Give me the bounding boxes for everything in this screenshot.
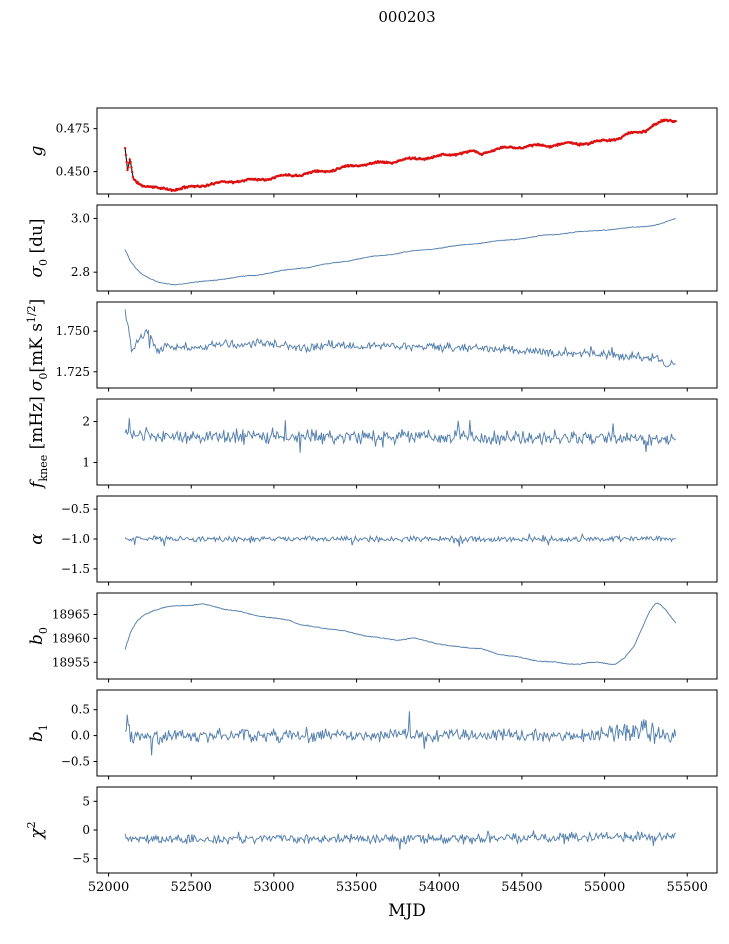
x-tick-label: 55000: [584, 880, 625, 895]
data-line: [124, 309, 676, 368]
x-tick-label: 53000: [253, 880, 294, 895]
y-tick-label: −5: [72, 852, 90, 866]
y-axis-label: b0: [27, 627, 50, 645]
panel-frame: [96, 495, 718, 583]
data-series: [124, 418, 676, 453]
data-line: [124, 532, 676, 547]
y-tick-label: −0.5: [61, 754, 90, 768]
panel-sigma0-du: 2.8 3.0 σ0 [du]: [27, 204, 718, 295]
y-axis-label: σ0[mK s1/2]: [25, 299, 50, 392]
panel-fknee: 1 2 fknee [mHz]: [27, 396, 718, 490]
x-tick-label: 54500: [501, 880, 542, 895]
y-tick-label: −0.5: [61, 502, 90, 516]
x-tick-label: 54000: [419, 880, 460, 895]
data-series: [124, 830, 676, 850]
y-tick-label: 2: [82, 415, 90, 429]
y-axis-label: σ0 [du]: [27, 218, 50, 277]
panel-frame: [96, 107, 718, 195]
panel-frame: [96, 301, 718, 389]
x-tick-label: 52000: [88, 880, 129, 895]
panel-frame: [96, 592, 718, 680]
panel-b1: −0.5 0.0 0.5 b1: [27, 689, 718, 780]
y-tick-label: −1.5: [61, 562, 90, 576]
y-tick-label: 0.475: [56, 122, 90, 136]
y-tick-label: 18955: [52, 655, 90, 669]
data-series: [124, 711, 677, 756]
data-line: [124, 418, 676, 453]
data-series: [124, 532, 676, 547]
data-line: [124, 602, 677, 666]
x-tick-label: 55500: [667, 880, 708, 895]
x-tick-label: 52500: [171, 880, 212, 895]
data-line: [124, 218, 676, 286]
panel-g: 0.450 0.475 g: [27, 107, 718, 198]
panel-frame: [96, 398, 718, 486]
y-tick-label: 5: [82, 794, 90, 808]
y-tick-label: 0.0: [71, 729, 90, 743]
panel-alpha: −1.5 −1.0 −0.5 α: [27, 495, 718, 586]
data-series: [124, 309, 676, 368]
data-line: [124, 830, 676, 850]
y-tick-label: 1: [82, 455, 90, 469]
y-tick-label: 0: [82, 823, 90, 837]
panel-frame: [96, 204, 718, 292]
y-tick-label: −1.0: [61, 532, 90, 546]
y-tick-label: 0.450: [56, 165, 90, 179]
y-tick-label: 1.750: [56, 324, 90, 338]
y-axis-label: α: [27, 533, 47, 545]
x-axis-label: MJD: [388, 901, 426, 921]
x-tick-label: 53500: [336, 880, 377, 895]
data-series: [124, 602, 677, 666]
figure-title: 000203: [378, 8, 436, 26]
y-axis-label: χ2: [25, 821, 47, 839]
y-tick-label: 18960: [52, 631, 90, 645]
data-line: [124, 711, 677, 756]
y-tick-label: 1.725: [56, 365, 90, 379]
panel-sigma0-mks: 1.725 1.750 σ0[mK s1/2]: [25, 299, 718, 392]
panel-chi2: −5 0 5 52000 52500 53000 53500 54000 54500 55000 5…: [25, 786, 718, 895]
y-tick-label: 2.8: [71, 265, 90, 279]
y-tick-label: 0.5: [71, 703, 90, 717]
data-series: [124, 218, 676, 286]
data-line: [124, 118, 676, 192]
y-axis-label: b1: [27, 724, 50, 742]
data-series: [123, 118, 677, 193]
panel-frame: [96, 689, 718, 777]
y-axis-label: fknee [mHz]: [27, 396, 50, 490]
panel-frame: [96, 786, 718, 874]
y-tick-label: 18965: [52, 608, 90, 622]
y-tick-label: 3.0: [71, 211, 90, 225]
data-points: [123, 118, 677, 193]
y-axis-label: g: [27, 145, 47, 156]
